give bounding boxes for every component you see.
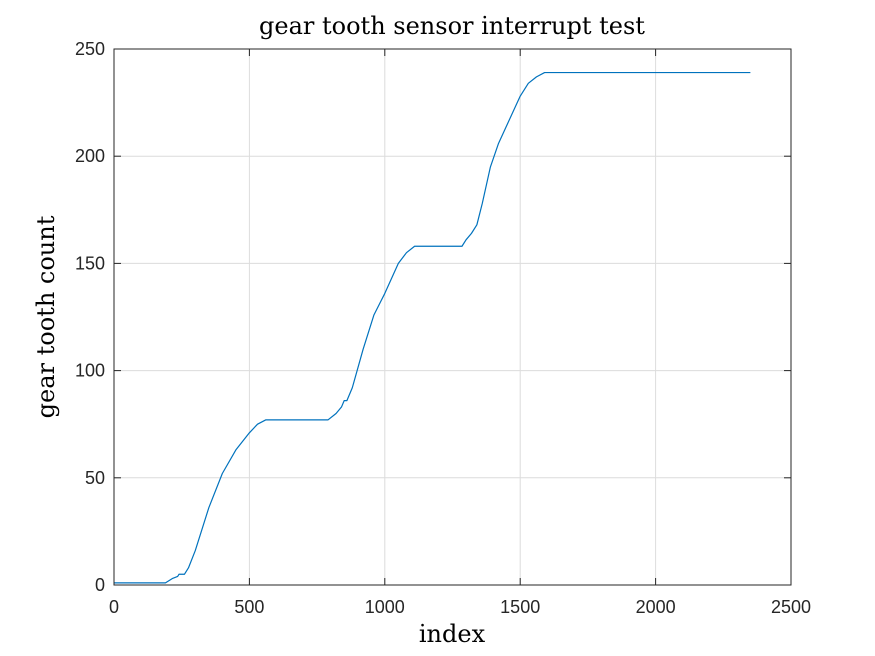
y-tick-label: 50: [85, 468, 105, 488]
chart-title: gear tooth sensor interrupt test: [259, 12, 645, 40]
y-tick-labels: 0 50 100 150 200 250: [75, 39, 105, 595]
y-tick-label: 200: [75, 146, 105, 166]
x-tick-label: 2000: [636, 597, 676, 617]
y-tick-label: 0: [95, 575, 105, 595]
series-line: [114, 71, 751, 584]
x-tick-label: 1000: [365, 597, 405, 617]
axis-ticks: [113, 48, 792, 586]
plot-area-frame: [113, 48, 792, 586]
y-tick-label: 150: [75, 253, 105, 273]
y-tick-label: 250: [75, 39, 105, 59]
y-tick-label: 100: [75, 361, 105, 381]
x-axis-label: index: [419, 620, 486, 648]
grid-lines: [113, 48, 792, 586]
x-tick-label: 500: [234, 597, 264, 617]
x-tick-label: 1500: [500, 597, 540, 617]
x-tick-labels: 0 500 1000 1500 2000 2500: [109, 597, 811, 617]
data-series: [114, 71, 751, 584]
x-tick-label: 2500: [771, 597, 811, 617]
plot-area-background: [114, 49, 791, 585]
x-tick-label: 0: [109, 597, 119, 617]
y-axis-label: gear tooth count: [32, 215, 60, 418]
